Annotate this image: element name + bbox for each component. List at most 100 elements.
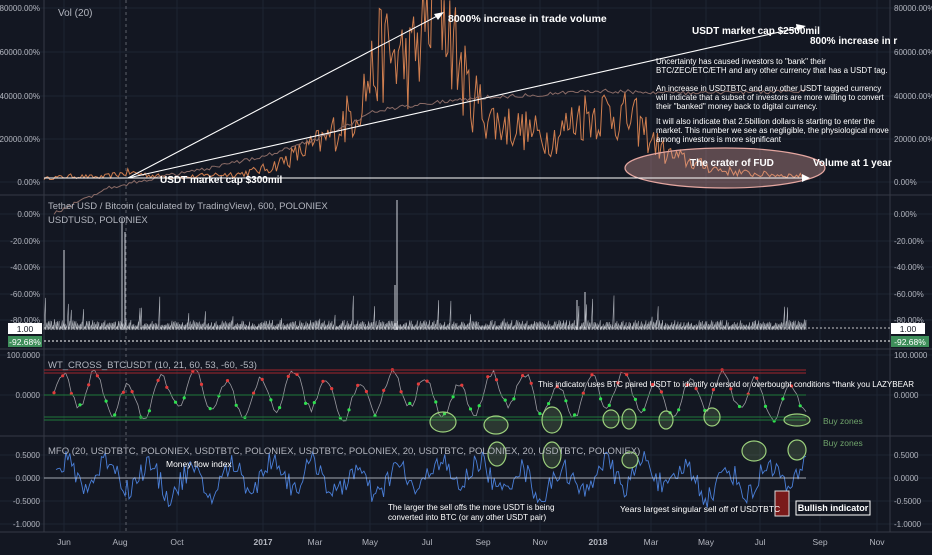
x-axis-label: Aug (112, 537, 127, 547)
wt-cross-dot (755, 376, 759, 380)
wt-cross-dot (564, 399, 568, 403)
usdt-btc-series-line (53, 88, 807, 215)
price-right-tick: -40.00% (894, 263, 924, 272)
wt-cross-dot (147, 409, 151, 413)
wt-cross-dot (130, 390, 134, 394)
mfo-circle (487, 441, 507, 467)
wt-cross-dot (434, 400, 438, 404)
wt-cross-dot (616, 381, 620, 385)
x-axis-label: Nov (869, 537, 885, 547)
wt-buy-circle (483, 415, 509, 435)
price-badge-left-1: 1.00 (17, 324, 34, 334)
wt-cross-dot (711, 388, 716, 392)
volume-arrows (44, 13, 806, 179)
x-axis-label: Mar (308, 537, 323, 547)
wt-cross-dot (633, 397, 638, 401)
price-left-tick: -20.00% (10, 237, 40, 246)
wt-cross-dot (121, 390, 125, 394)
price-panel-subtitle: USDTUSD, POLONIEX (48, 215, 148, 226)
wt-series-line (53, 368, 807, 422)
wt-buy-circle (602, 409, 620, 429)
wt-cross-dot (260, 377, 264, 381)
annotation-trade-volume: 8000% increase in trade volume (448, 13, 607, 25)
wt-cross-dot (590, 373, 594, 377)
volume-right-tick: 60000.00% (894, 48, 932, 57)
wt-cross-dot (642, 408, 646, 412)
volume-right-tick: 20000.00% (894, 135, 932, 144)
mfo-right-tick: 0.0000 (894, 474, 919, 483)
panel-separators (0, 0, 932, 533)
wt-cross-dot (208, 407, 212, 411)
mfo-circle (542, 441, 562, 469)
wt-cross-dot (295, 372, 299, 376)
wt-left-tick: 0.0000 (16, 391, 41, 400)
x-axis-label: May (698, 537, 715, 547)
wt-cross-dot (607, 403, 611, 407)
grid-layer (0, 0, 932, 532)
mfo-right-tick: -0.5000 (894, 497, 922, 506)
wt-cross-dot (356, 383, 360, 387)
wt-cross-dot (468, 407, 473, 411)
wt-cross-dot (529, 381, 533, 385)
mfo-panel-title: MFO (20, USDTBTC, POLONIEX, USDTBTC, POL… (48, 446, 640, 457)
wt-cross-dot (330, 387, 334, 391)
wt-cross-dot (581, 391, 585, 395)
price-badge-left-1-bg (8, 323, 42, 334)
wt-cross-dot (625, 373, 629, 377)
price-badge-right-1-bg (891, 323, 925, 334)
price-badge-right-2-bg (891, 336, 929, 347)
wt-cross-dot (416, 382, 420, 386)
arrow-usdt-cap (127, 26, 803, 179)
wt-cross-dot (737, 404, 742, 409)
wt-cross-dot (729, 387, 733, 391)
wt-cross-dot (173, 400, 178, 404)
price-left-tick: -60.00% (10, 290, 40, 299)
annotation-wt-note: This indicator uses BTC paired USDT to i… (538, 380, 914, 389)
annotation-usdt-cap-300: USDT market cap $300mil (160, 175, 283, 186)
price-right-tick: -60.00% (894, 290, 924, 299)
mfo-circle (787, 439, 807, 461)
price-right-tick: -80.00% (894, 316, 924, 325)
arrowhead-usdt-cap (796, 24, 806, 31)
x-axis-label: Jul (422, 537, 433, 547)
annotation-increase-wrap: An increase in USDTBTC and any other USD… (656, 84, 884, 111)
mfo-left-tick: 0.0000 (16, 474, 41, 483)
wt-cross-dot (659, 390, 664, 394)
x-axis-label: Jun (57, 537, 71, 547)
annotation-money-flow: Money flow index (166, 459, 232, 469)
wt-cross-dot (547, 402, 551, 406)
mfo-left-tick: 0.5000 (16, 451, 41, 460)
annotation-billion: It will also indicate that 2.5billion do… (656, 117, 889, 144)
wt-cross-dot (165, 385, 169, 389)
wt-cross-dot (78, 403, 82, 407)
x-axis-label: May (362, 537, 379, 547)
price-badge-left-2-bg (8, 336, 42, 347)
price-left-tick: 0.00% (17, 210, 40, 219)
volume-right-tick: 80000.00% (894, 4, 932, 13)
x-axis-label: Oct (170, 537, 184, 547)
wt-buy-zone-circles (429, 406, 811, 435)
wt-cross-dot (113, 413, 117, 417)
annotation-sell-offs-wrap: The larger the sell offs the more USDT i… (388, 503, 554, 522)
wt-cross-dot (104, 399, 108, 403)
annotation-largest-sell: Years largest singular sell off of USDTB… (620, 504, 780, 514)
wt-right-tick: 0.0000 (894, 391, 919, 400)
x-axis-label: Sep (812, 537, 827, 547)
wt-cross-dot (503, 398, 507, 402)
wt-cross-dot (278, 406, 282, 410)
wt-cross-dot (486, 375, 490, 379)
volume-left-tick: 40000.00% (0, 92, 40, 101)
annotation-volume-year: Volume at 1 year (813, 158, 892, 169)
wt-cross-dot (425, 379, 429, 383)
wt-left-tick: 100.0000 (7, 351, 41, 360)
wt-cross-dot (677, 408, 681, 412)
wt-buy-circle (621, 408, 637, 430)
volume-left-tick: 60000.00% (0, 48, 40, 57)
price-badge-left-2: -92.68% (9, 337, 41, 347)
wt-cross-dot (573, 413, 577, 417)
wt-cross-dot (494, 378, 499, 382)
price-panel-title: Tether USD / Bitcoin (calculated by Trad… (48, 201, 328, 212)
wt-cross-dot (477, 404, 481, 408)
annotation-increase: An increase in USDTBTC and any other USD… (656, 84, 884, 111)
